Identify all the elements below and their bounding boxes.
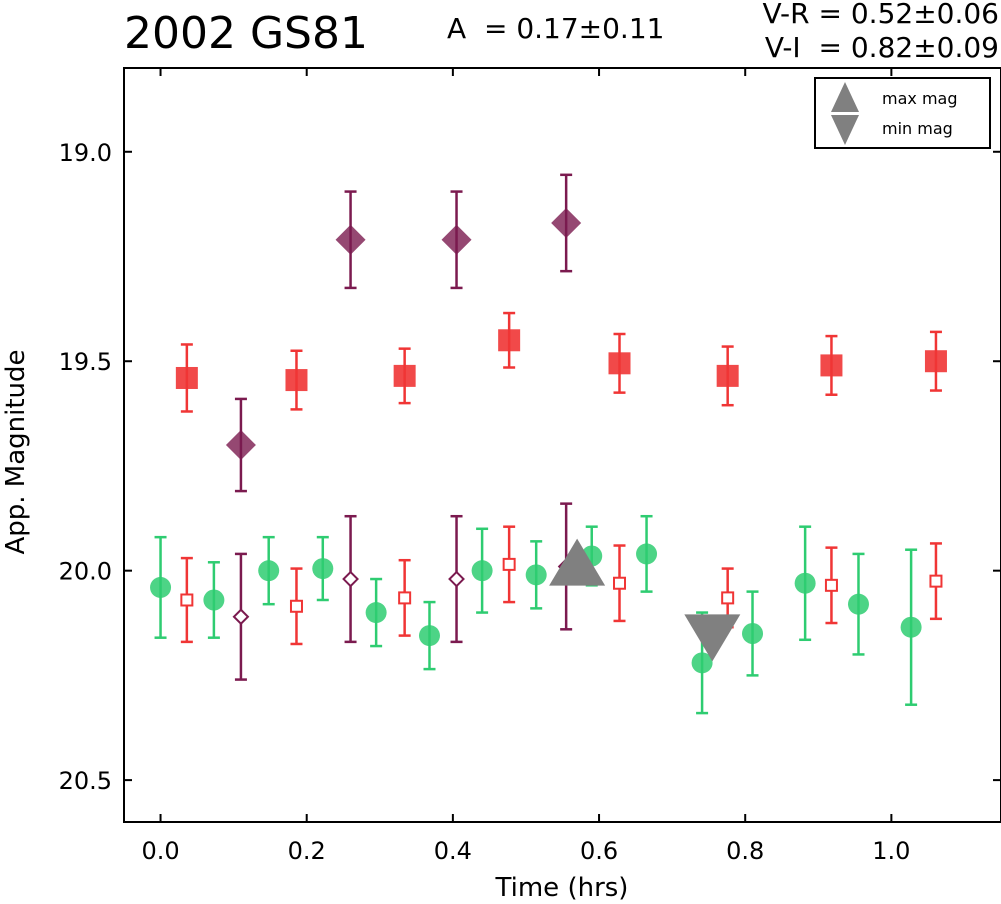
plot-frame (123, 67, 1001, 823)
data-marks (150, 173, 947, 715)
data-point-open-diamond (232, 608, 250, 626)
x-tick-label: 0.4 (434, 837, 472, 865)
data-point-open-square (289, 599, 303, 613)
axis-ticks: 0.0 0.2 0.4 0.6 0.8 1.0 19.0 19.5 20.0 20.5 (59, 68, 1001, 865)
data-point-circle (794, 572, 816, 594)
data-point-diamond (225, 430, 256, 460)
legend-min-mag-label: min mag (882, 119, 953, 138)
data-point-square (924, 350, 947, 373)
data-point-diamond (551, 207, 582, 238)
data-point-square (393, 364, 416, 387)
data-point-open-square (180, 593, 194, 607)
data-point-open-diamond (342, 570, 359, 588)
legend-max-mag-marker (831, 82, 859, 112)
data-point-circle (691, 652, 713, 674)
data-point-square (498, 329, 521, 352)
data-point-open-square (929, 574, 943, 588)
legend: max mag min mag (814, 77, 991, 149)
min-mag-marker (684, 614, 741, 662)
x-tick-label: 1.0 (872, 837, 910, 865)
data-point-square (716, 364, 739, 387)
data-point-circle (742, 623, 764, 644)
data-point-square (285, 369, 308, 392)
x-tick-label: 0.0 (141, 837, 179, 865)
data-point-square (175, 366, 198, 389)
data-point-circle (418, 625, 440, 647)
y-axis-label: App. Magnitude (1, 349, 31, 554)
data-point-circle (847, 593, 869, 615)
data-point-diamond (335, 224, 366, 255)
y-tick-label: 19.0 (59, 139, 112, 167)
data-point-circle (258, 560, 280, 582)
data-point-circle (150, 576, 172, 598)
legend-max-mag-label: max mag (882, 89, 958, 108)
amplitude-label: A = 0.17±0.11 (447, 12, 665, 45)
data-point-circle (365, 602, 387, 624)
x-axis-label: Time (hrs) (495, 873, 629, 903)
data-point-circle (471, 560, 493, 582)
chart-title: 2002 GS81 (124, 8, 368, 59)
legend-min-mag-marker (831, 115, 859, 145)
data-point-circle (203, 589, 225, 611)
y-tick-label: 20.5 (59, 767, 112, 795)
x-tick-label: 0.8 (726, 837, 764, 865)
data-point-circle (312, 558, 334, 580)
x-tick-label: 0.6 (580, 837, 618, 865)
data-point-open-square (824, 578, 838, 592)
data-point-open-square (502, 557, 516, 571)
max-mag-marker (549, 538, 606, 586)
data-point-circle (636, 543, 658, 565)
data-point-circle (525, 564, 547, 586)
data-point-open-diamond (448, 570, 465, 588)
data-point-open-square (613, 576, 627, 590)
data-point-open-square (398, 591, 412, 605)
data-point-open-square (721, 591, 735, 605)
color-index-vr: V-R = 0.52±0.06 (762, 0, 999, 30)
y-tick-label: 19.5 (59, 348, 112, 376)
y-tick-label: 20.0 (59, 558, 112, 586)
data-point-circle (900, 616, 922, 638)
color-index-vi: V-I = 0.82±0.09 (764, 31, 999, 64)
data-point-square (608, 352, 631, 375)
data-point-square (820, 354, 843, 377)
data-point-diamond (441, 224, 472, 255)
x-tick-label: 0.2 (288, 837, 326, 865)
